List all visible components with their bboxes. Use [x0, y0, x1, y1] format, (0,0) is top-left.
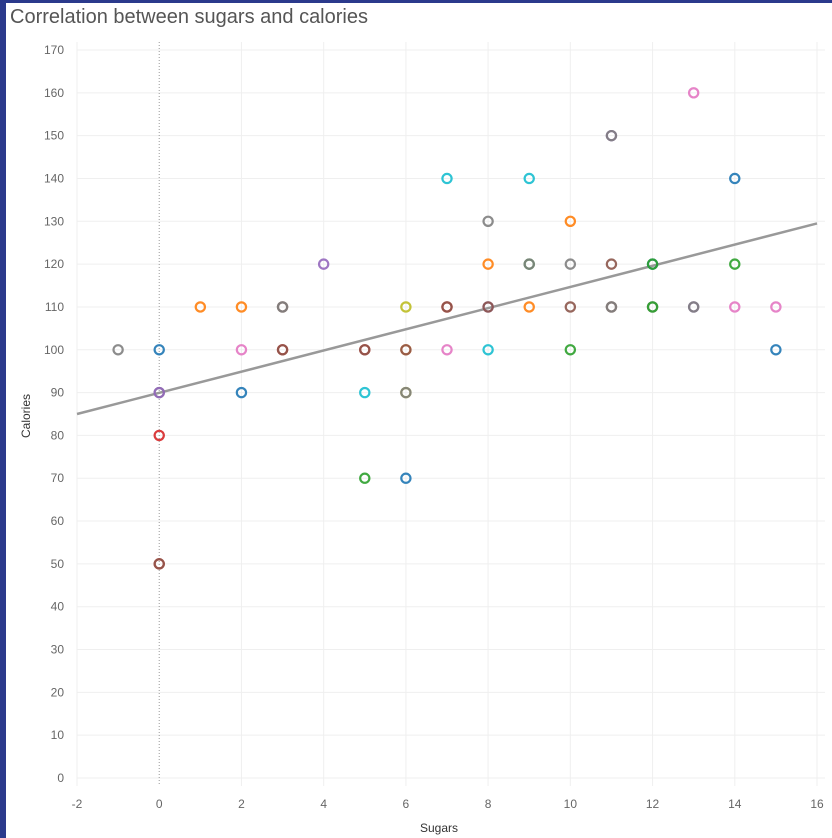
y-tick-label: 0 — [57, 771, 64, 785]
data-point[interactable] — [441, 301, 453, 313]
y-tick-label: 110 — [45, 300, 64, 314]
x-tick-label: 2 — [238, 797, 245, 811]
y-tick-label: 50 — [51, 557, 65, 571]
data-point[interactable] — [153, 558, 165, 570]
data-point[interactable] — [153, 386, 165, 399]
y-tick-label: 10 — [51, 728, 65, 742]
chart-title: Correlation between sugars and calories — [10, 6, 368, 28]
data-point[interactable] — [235, 386, 248, 399]
x-tick-label: 0 — [156, 797, 163, 811]
data-point[interactable] — [523, 172, 535, 185]
y-tick-label: 90 — [51, 386, 65, 400]
data-point[interactable] — [441, 172, 453, 185]
data-points — [112, 87, 782, 570]
y-axis-label: Calories — [19, 394, 33, 438]
x-tick-label: -2 — [72, 797, 83, 811]
data-point[interactable] — [523, 258, 535, 270]
y-tick-label: 20 — [51, 685, 65, 699]
x-tick-label: 8 — [485, 797, 492, 811]
data-point[interactable] — [482, 301, 494, 313]
y-tick-label: 160 — [44, 86, 64, 100]
x-axis-label: Sugars — [420, 821, 458, 835]
data-point[interactable] — [564, 215, 577, 227]
data-point[interactable] — [317, 258, 330, 270]
x-tick-label: 6 — [403, 797, 410, 811]
y-tick-label: 140 — [44, 171, 64, 185]
x-tick-label: 10 — [564, 797, 578, 811]
data-point[interactable] — [687, 301, 700, 313]
data-point[interactable] — [400, 301, 412, 313]
data-point[interactable] — [153, 429, 165, 442]
data-point[interactable] — [482, 344, 494, 356]
y-tick-label: 100 — [44, 343, 64, 357]
data-point[interactable] — [646, 301, 659, 313]
data-point[interactable] — [564, 301, 577, 313]
data-point[interactable] — [564, 344, 577, 356]
data-point[interactable] — [359, 344, 371, 356]
data-point[interactable] — [729, 258, 741, 270]
data-point[interactable] — [564, 258, 577, 270]
y-tick-label: 30 — [51, 643, 65, 657]
data-point[interactable] — [235, 344, 248, 356]
data-point[interactable] — [276, 344, 289, 356]
data-point[interactable] — [729, 172, 741, 185]
x-tick-label: 12 — [646, 797, 660, 811]
data-point[interactable] — [605, 301, 618, 313]
data-point[interactable] — [441, 344, 453, 356]
x-tick-label: 14 — [728, 797, 742, 811]
data-point[interactable] — [646, 258, 659, 270]
y-tick-label: 170 — [44, 43, 64, 57]
data-point[interactable] — [235, 301, 248, 313]
data-point[interactable] — [687, 87, 700, 99]
data-point[interactable] — [359, 472, 371, 484]
x-tick-label: 4 — [320, 797, 327, 811]
y-tick-label: 80 — [51, 428, 65, 442]
data-point[interactable] — [153, 344, 165, 356]
data-point[interactable] — [770, 344, 782, 356]
data-point[interactable] — [729, 301, 741, 313]
data-point[interactable] — [482, 258, 494, 270]
y-tick-label: 70 — [51, 471, 65, 485]
data-point[interactable] — [112, 344, 124, 356]
trend-line — [76, 222, 818, 416]
y-tick-label: 40 — [51, 600, 65, 614]
chart-panel: Correlation between sugars and calories … — [6, 3, 832, 838]
data-point[interactable] — [605, 258, 618, 270]
x-tick-labels: -2 0 2 4 6 8 10 12 14 16 — [72, 797, 824, 811]
data-point[interactable] — [482, 215, 494, 227]
data-point[interactable] — [523, 301, 535, 313]
data-point[interactable] — [194, 301, 207, 313]
y-tick-label: 150 — [44, 129, 64, 143]
data-point[interactable] — [276, 301, 289, 313]
data-point[interactable] — [605, 129, 618, 142]
scatter-chart: 0102030405060708090100110120130140150160… — [19, 42, 825, 835]
y-tick-label: 120 — [44, 257, 64, 271]
trend-line-group — [76, 222, 818, 416]
y-tick-labels: 0 10 20 30 40 50 60 70 80 90 100 110 120 130 140 150 160… — [44, 43, 64, 785]
data-point[interactable] — [400, 472, 412, 484]
data-point[interactable] — [400, 344, 412, 356]
data-point[interactable] — [400, 386, 412, 399]
data-point[interactable] — [359, 386, 371, 399]
y-tick-label: 60 — [51, 514, 65, 528]
grid-lines — [76, 42, 825, 786]
y-tick-label: 130 — [44, 214, 64, 228]
data-point[interactable] — [770, 301, 782, 313]
x-tick-label: 16 — [810, 797, 824, 811]
